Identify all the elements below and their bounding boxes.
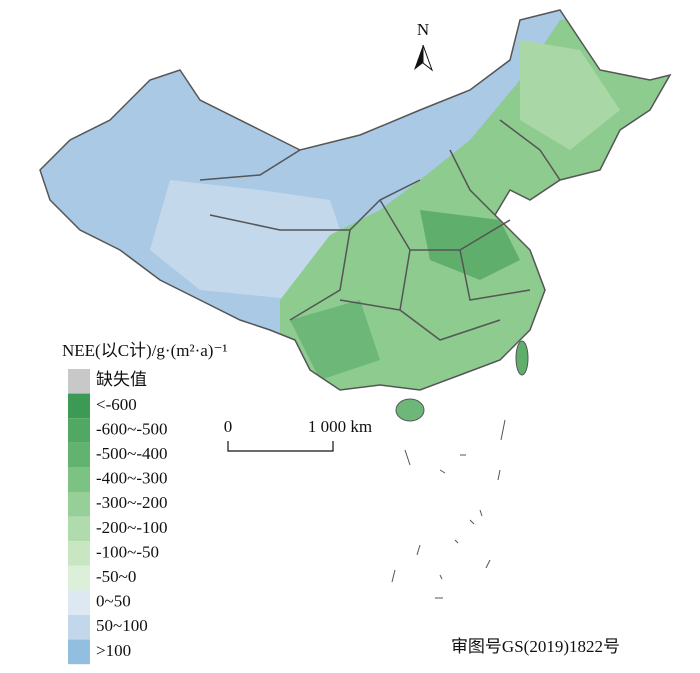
legend-swatch <box>68 590 90 615</box>
hainan <box>395 398 425 422</box>
legend-label: 0~50 <box>96 592 131 611</box>
legend-label: <-600 <box>96 395 137 414</box>
vegetated-region <box>280 10 670 390</box>
legend-label: -600~-500 <box>96 419 168 438</box>
legend-swatch <box>68 541 90 566</box>
scale-end: 1 000 km <box>308 417 372 436</box>
boundaries <box>39 9 672 391</box>
legend-swatch <box>68 615 90 640</box>
dark-green-area <box>290 300 380 380</box>
scale-line <box>227 441 334 452</box>
dark-green-area <box>420 210 520 280</box>
legend-label: >100 <box>96 641 131 660</box>
legend-swatch <box>68 467 90 492</box>
arrow-left <box>414 45 423 70</box>
legend-swatch <box>68 369 90 394</box>
legend-swatch <box>68 639 90 665</box>
legend-label: -500~-400 <box>96 444 168 463</box>
legend-swatch <box>68 516 90 542</box>
province-borders <box>199 119 561 341</box>
legend-label: -50~0 <box>96 567 136 586</box>
legend-label: -300~-200 <box>96 493 168 512</box>
light-green-area <box>520 40 620 150</box>
legend-label: -400~-300 <box>96 469 168 488</box>
approval-number: 审图号GS(2019)1822号 <box>451 637 620 656</box>
legend-title: NEE(以C计)/g·(m²·a)⁻¹ <box>62 341 228 360</box>
north-arrow: N <box>414 20 434 72</box>
south-sea-islands <box>391 419 506 599</box>
scale-bar: 0 1 000 km <box>224 417 372 452</box>
legend-label: 缺失值 <box>96 370 147 389</box>
legend-label: -100~-50 <box>96 542 159 561</box>
legend-label: 50~100 <box>96 616 148 635</box>
legend-swatch <box>68 492 90 517</box>
scale-start: 0 <box>224 417 233 436</box>
legend-label: -200~-100 <box>96 518 168 537</box>
arrow-right <box>422 44 434 72</box>
north-label: N <box>417 20 429 39</box>
legend-swatch <box>68 565 90 591</box>
legend-swatch <box>68 442 90 468</box>
taiwan <box>515 340 529 376</box>
plateau-region <box>150 180 350 300</box>
legend: 缺失值 <-600 -600~-500 -500~-400 -400~-300 -300~… <box>68 369 168 665</box>
legend-swatch <box>68 393 90 419</box>
legend-swatch <box>68 418 90 443</box>
